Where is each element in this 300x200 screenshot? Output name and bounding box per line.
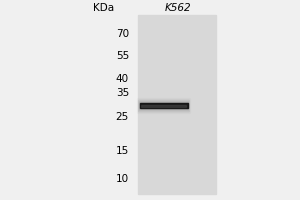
Text: KDa: KDa <box>93 3 114 13</box>
Text: 70: 70 <box>116 29 129 39</box>
Text: 55: 55 <box>116 51 129 61</box>
Text: 25: 25 <box>116 112 129 122</box>
Bar <box>140 103 188 108</box>
Text: 10: 10 <box>116 174 129 184</box>
Text: 35: 35 <box>116 88 129 98</box>
Bar <box>138 100 189 111</box>
Bar <box>140 103 188 108</box>
Bar <box>138 15 216 194</box>
Bar <box>137 98 190 113</box>
Text: 15: 15 <box>116 146 129 156</box>
Text: K562: K562 <box>165 3 192 13</box>
Bar <box>139 102 188 109</box>
Text: 40: 40 <box>116 74 129 84</box>
Bar <box>138 99 189 112</box>
Bar <box>141 105 186 107</box>
Bar <box>139 101 188 110</box>
